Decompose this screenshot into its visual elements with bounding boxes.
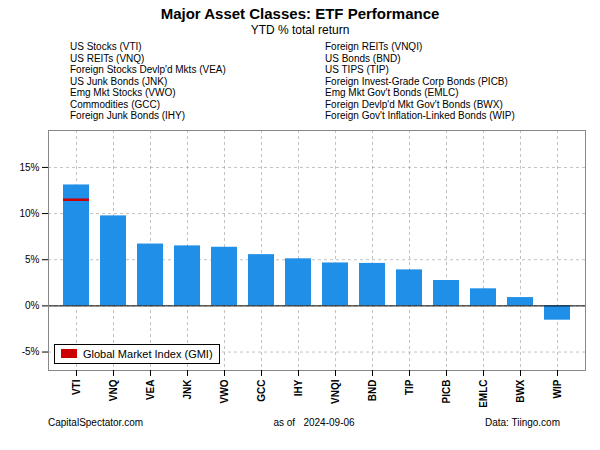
svg-text:TIP: TIP <box>404 379 415 395</box>
svg-text:VTI: VTI <box>71 379 82 395</box>
svg-text:PICB: PICB <box>441 379 452 403</box>
html-text:Global Market Index (GMI): Global Market Index (GMI) <box>83 347 213 360</box>
html-text:US Bonds (BND): US Bonds (BND) <box>325 52 401 64</box>
html-text:Foreign Gov't Inflation-Linked: Foreign Gov't Inflation-Linked Bonds (WI… <box>325 110 515 121</box>
html-text:Data: Tiingo.com: Data: Tiingo.com <box>485 416 560 428</box>
svg-text:VNQI: VNQI <box>330 379 341 404</box>
html-text:CapitalSpectator.com: CapitalSpectator.com <box>48 416 144 428</box>
html-text:US REITs (VNQ): US REITs (VNQ) <box>70 52 145 64</box>
html-text:as of 2024-09-06: as of 2024-09-06 <box>273 416 355 428</box>
svg-text:15%: 15% <box>19 161 39 172</box>
svg-text:BWX: BWX <box>515 379 526 403</box>
html-text:Commodities (GCC): Commodities (GCC) <box>70 98 160 110</box>
svg-text:JNK: JNK <box>182 378 193 399</box>
html-text:Foreign Devlp'd Mkt Gov't Bond: Foreign Devlp'd Mkt Gov't Bonds (BWX) <box>325 98 503 110</box>
html-text:Foreign Stocks Devlp'd Mkts (V: Foreign Stocks Devlp'd Mkts (VEA) <box>70 64 226 75</box>
html-text:YTD % total return: YTD % total return <box>250 23 350 37</box>
html-text:Foreign Junk Bonds (IHY): Foreign Junk Bonds (IHY) <box>70 110 186 121</box>
svg-text:-5%: -5% <box>22 346 40 357</box>
svg-text:BND: BND <box>367 379 378 401</box>
html-text:US Stocks (VTI): US Stocks (VTI) <box>70 41 142 52</box>
html-text:Foreign Invest-Grade Corp Bond: Foreign Invest-Grade Corp Bonds (PICB) <box>325 75 508 87</box>
svg-text:EMLC: EMLC <box>478 379 489 407</box>
html-text:Foreign REITs (VNQI): Foreign REITs (VNQI) <box>325 41 423 52</box>
svg-text:IHY: IHY <box>293 379 304 396</box>
html-text:US TIPS (TIP): US TIPS (TIP) <box>325 64 389 75</box>
html-text:Emg Mkt Stocks (VWO): Emg Mkt Stocks (VWO) <box>70 87 176 98</box>
html-text:Emg Mkt Gov't Bonds (EMLC): Emg Mkt Gov't Bonds (EMLC) <box>325 87 459 98</box>
svg-text:VWO: VWO <box>219 379 230 403</box>
svg-text:VNQ: VNQ <box>108 379 119 401</box>
svg-text:0%: 0% <box>25 300 40 311</box>
svg-text:10%: 10% <box>19 207 39 218</box>
html-text:US Junk Bonds (JNK): US Junk Bonds (JNK) <box>70 75 168 87</box>
svg-text:VEA: VEA <box>145 379 156 400</box>
svg-text:5%: 5% <box>25 253 40 264</box>
svg-text:WIP: WIP <box>552 379 563 398</box>
svg-text:GCC: GCC <box>256 379 267 401</box>
html-text:Major Asset Classes: ETF Perfo: Major Asset Classes: ETF Performance <box>160 5 440 22</box>
